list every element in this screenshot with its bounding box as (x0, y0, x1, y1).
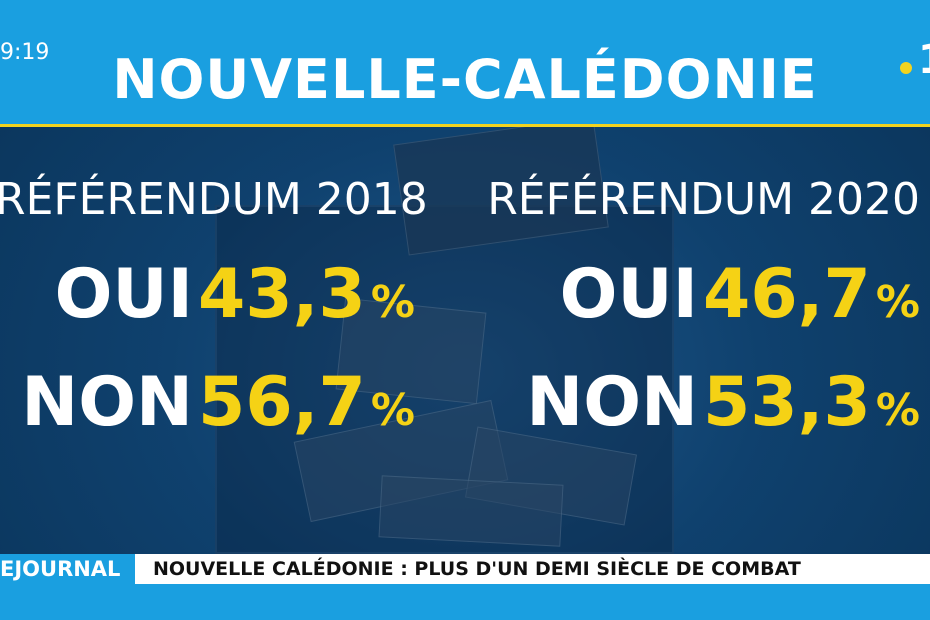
clock: 9:19 (0, 40, 50, 65)
envelope-image (378, 475, 564, 547)
non-label: NON (21, 363, 193, 442)
percent-sign: % (370, 385, 415, 436)
ticker-band (0, 554, 930, 584)
header-bar: 9:19 NOUVELLE-CALÉDONIE 1 (0, 0, 930, 127)
referendum-title: RÉFÉRENDUM 2018 (0, 174, 428, 225)
percent-sign: % (370, 277, 415, 328)
channel-logo: 1 (900, 40, 930, 80)
program-label: EJOURNAL (0, 554, 135, 584)
non-row: NON 53,3 % (470, 363, 920, 443)
referendum-title: RÉFÉRENDUM 2020 (487, 174, 920, 225)
referendum-2018-panel: RÉFÉRENDUM 2018 OUI 43,3 % NON 56,7 % (0, 170, 428, 443)
percent-sign: % (875, 385, 920, 436)
non-value: 56,7 (198, 363, 366, 442)
non-value: 53,3 (703, 363, 871, 442)
oui-label: OUI (559, 255, 698, 334)
page-title: NOUVELLE-CALÉDONIE (112, 48, 818, 111)
oui-label: OUI (54, 255, 193, 334)
non-row: NON 56,7 % (0, 363, 415, 443)
percent-sign: % (875, 277, 920, 328)
ticker-headline: NOUVELLE CALÉDONIE : PLUS D'UN DEMI SIÈC… (153, 558, 801, 580)
oui-value: 46,7 (703, 255, 871, 334)
oui-row: OUI 46,7 % (470, 255, 920, 335)
oui-value: 43,3 (198, 255, 366, 334)
non-label: NON (526, 363, 698, 442)
referendum-2020-panel: RÉFÉRENDUM 2020 OUI 46,7 % NON 53,3 % (470, 170, 920, 443)
oui-row: OUI 43,3 % (0, 255, 415, 335)
bottom-bar (0, 584, 930, 620)
logo-text: 1 (918, 40, 930, 80)
logo-dot-icon (900, 62, 912, 74)
